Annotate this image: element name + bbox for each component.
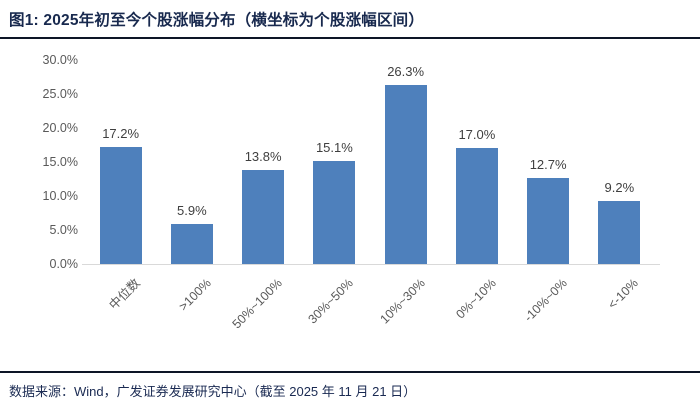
bar [527, 177, 570, 264]
bar-value-label: 17.2% [102, 126, 140, 142]
y-axis: 30.0% 25.0% 20.0% 15.0% 10.0% 5.0% 0.0% [0, 53, 79, 271]
bar-chart: 30.0% 25.0% 20.0% 15.0% 10.0% 5.0% 0.0% 17.2% 中… [0, 42, 700, 372]
footer-divider [0, 371, 700, 373]
bar-value-label: 9.2% [604, 180, 635, 196]
x-axis-line [82, 263, 660, 265]
bar [384, 85, 427, 264]
y-axis-tick-label: 20.0% [42, 121, 78, 135]
chart-title: 图1: 2025年初至今个股涨幅分布（横坐标为个股涨幅区间） [9, 12, 425, 29]
bar-value-label: 5.9% [177, 202, 207, 218]
y-axis-tick-label: 30.0% [42, 53, 78, 67]
bar [170, 223, 213, 264]
plot-area: 17.2% 中位数 5.9% >100% 13.8% 50%~100% 15.1% 30%~5… [82, 60, 660, 331]
header-divider [0, 37, 700, 39]
bar-value-label: 15.1% [315, 140, 353, 156]
bar-value-label: 13.8% [244, 149, 282, 165]
bar [598, 201, 641, 264]
figure-header: 图1: 2025年初至今个股涨幅分布（横坐标为个股涨幅区间） [0, 0, 700, 40]
y-axis-tick-label: 10.0% [42, 189, 78, 203]
y-axis-tick-label: 25.0% [42, 87, 78, 101]
y-axis-tick-label: 5.0% [49, 223, 79, 237]
bar [455, 148, 498, 264]
bar-value-label: 17.0% [458, 127, 496, 143]
y-axis-tick-label: 15.0% [42, 155, 78, 169]
bar [242, 170, 285, 264]
bar [99, 147, 142, 264]
bar-value-label: 12.7% [529, 156, 567, 172]
data-source-note: 数据来源：Wind，广发证券发展研究中心（截至 2025 年 11 月 21 日… [9, 384, 417, 399]
bar-value-label: 26.3% [387, 64, 425, 80]
bar [313, 161, 356, 264]
y-axis-tick-label: 0.0% [49, 257, 79, 271]
